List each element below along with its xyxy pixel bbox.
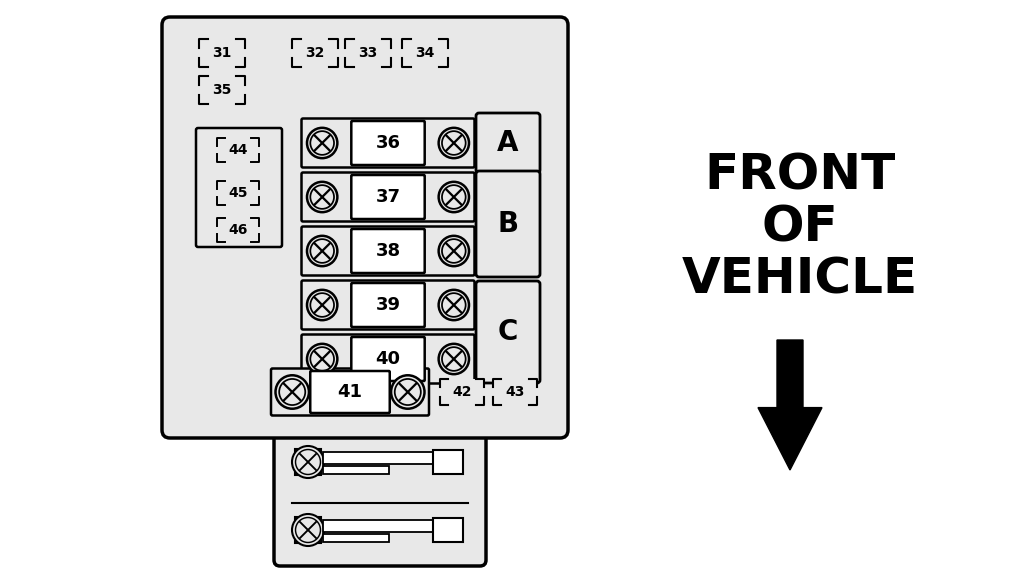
FancyBboxPatch shape — [351, 283, 425, 327]
FancyBboxPatch shape — [271, 369, 429, 415]
Bar — [323, 534, 389, 542]
FancyBboxPatch shape — [476, 281, 540, 383]
Polygon shape — [758, 340, 822, 470]
Text: 32: 32 — [305, 46, 325, 60]
Text: 38: 38 — [376, 242, 400, 260]
FancyBboxPatch shape — [351, 229, 425, 273]
Bar — [199, 39, 245, 67]
Text: FRONT: FRONT — [705, 151, 896, 199]
Text: 34: 34 — [416, 46, 434, 60]
Circle shape — [438, 290, 469, 320]
FancyBboxPatch shape — [301, 226, 474, 275]
Bar — [323, 452, 433, 464]
Circle shape — [391, 376, 425, 409]
Bar — [288, 426, 472, 434]
Circle shape — [307, 344, 337, 374]
FancyBboxPatch shape — [162, 17, 568, 438]
Bar — [217, 138, 259, 162]
Text: VEHICLE: VEHICLE — [682, 255, 919, 303]
Text: 45: 45 — [228, 186, 248, 200]
Circle shape — [292, 446, 324, 478]
Text: 37: 37 — [376, 188, 400, 206]
FancyBboxPatch shape — [351, 121, 425, 165]
Bar — [433, 518, 463, 542]
Text: 41: 41 — [338, 383, 362, 401]
Bar — [217, 181, 259, 205]
Bar — [199, 76, 245, 104]
Text: OF: OF — [762, 203, 839, 251]
Circle shape — [438, 182, 469, 212]
Text: 39: 39 — [376, 296, 400, 314]
Bar — [323, 520, 433, 532]
Bar — [433, 450, 463, 474]
Text: 42: 42 — [453, 385, 472, 399]
Bar — [402, 39, 449, 67]
FancyBboxPatch shape — [301, 119, 474, 168]
FancyBboxPatch shape — [274, 419, 486, 566]
Bar — [345, 39, 391, 67]
FancyBboxPatch shape — [301, 281, 474, 329]
Bar — [323, 466, 389, 474]
Bar — [217, 218, 259, 242]
Text: 31: 31 — [212, 46, 231, 60]
Text: A: A — [498, 129, 519, 157]
Text: 40: 40 — [376, 350, 400, 368]
FancyBboxPatch shape — [476, 113, 540, 173]
FancyBboxPatch shape — [351, 337, 425, 381]
Text: 36: 36 — [376, 134, 400, 152]
Bar — [292, 39, 338, 67]
FancyBboxPatch shape — [301, 335, 474, 384]
Circle shape — [275, 376, 309, 409]
Circle shape — [438, 236, 469, 266]
Text: C: C — [498, 318, 518, 346]
Text: 44: 44 — [228, 143, 248, 157]
Bar — [295, 517, 321, 543]
FancyBboxPatch shape — [196, 128, 282, 247]
FancyBboxPatch shape — [351, 175, 425, 219]
Text: 35: 35 — [212, 83, 231, 97]
FancyBboxPatch shape — [310, 371, 390, 413]
Text: B: B — [498, 210, 518, 238]
Circle shape — [307, 290, 337, 320]
Circle shape — [307, 128, 337, 158]
Text: 33: 33 — [358, 46, 378, 60]
Circle shape — [307, 236, 337, 266]
Bar — [493, 379, 537, 405]
Text: 43: 43 — [505, 385, 524, 399]
Text: 46: 46 — [228, 223, 248, 237]
FancyBboxPatch shape — [476, 171, 540, 277]
Circle shape — [307, 182, 337, 212]
Circle shape — [438, 128, 469, 158]
Bar — [440, 379, 484, 405]
FancyBboxPatch shape — [301, 172, 474, 222]
Circle shape — [438, 344, 469, 374]
Bar — [295, 449, 321, 475]
Circle shape — [292, 514, 324, 546]
